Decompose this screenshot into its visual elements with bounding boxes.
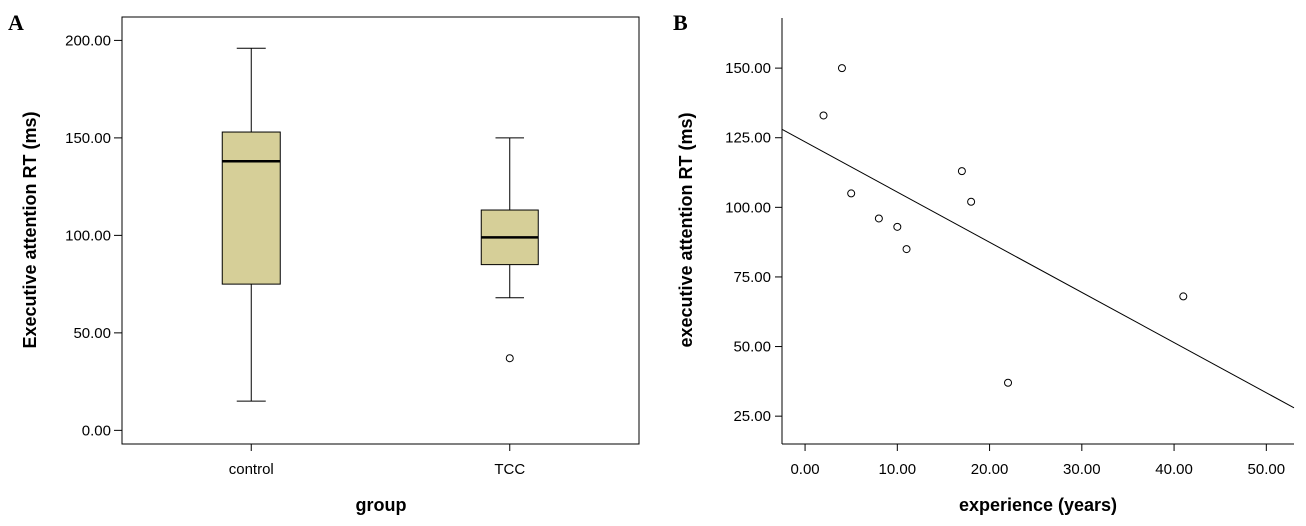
panel-b-x-tick-label: 0.00 bbox=[790, 461, 819, 478]
panel-a-y-tick-label: 0.00 bbox=[82, 422, 111, 439]
panel-a-y-tick-label: 50.00 bbox=[73, 325, 111, 342]
panel-b-y-tick-label: 100.00 bbox=[725, 199, 771, 216]
panel-a-y-axis-title: Executive attention RT (ms) bbox=[20, 111, 40, 348]
panel-a-plot-frame bbox=[121, 16, 640, 445]
panel-b-y-tick-label: 125.00 bbox=[725, 130, 771, 147]
scatter-point bbox=[1179, 292, 1188, 301]
panel-a-y-ticks: 0.00 50.00 100.00 150.00 200.00 bbox=[65, 32, 122, 439]
panel-a-x-ticks: control TCC bbox=[229, 444, 525, 478]
scatter-point bbox=[1004, 378, 1013, 387]
panel-b-y-tick-label: 25.00 bbox=[733, 408, 771, 425]
panel-a-y-tick-label: 150.00 bbox=[65, 130, 111, 147]
panel-b-y-axis-title: executive attention RT (ms) bbox=[676, 112, 696, 347]
box-control bbox=[221, 131, 281, 285]
panel-a-x-tick-label: TCC bbox=[494, 461, 525, 478]
panel-a-x-tick-label: control bbox=[229, 461, 274, 478]
panel-b-x-axis-title: experience (years) bbox=[959, 495, 1117, 515]
panel-b-y-tick-label: 75.00 bbox=[733, 269, 771, 286]
panel-a-x-axis-title: group bbox=[356, 495, 407, 515]
panel-b-x-tick-label: 20.00 bbox=[971, 461, 1009, 478]
panel-b-label: B bbox=[673, 10, 688, 35]
scatter-point bbox=[893, 222, 902, 231]
scatter-point bbox=[847, 189, 856, 198]
outlier-point bbox=[505, 354, 514, 363]
panel-a-y-tick-label: 100.00 bbox=[65, 227, 111, 244]
scatter-point bbox=[957, 167, 966, 176]
panel-a-y-tick-label: 200.00 bbox=[65, 32, 111, 49]
panel-b-y-tick-label: 50.00 bbox=[733, 339, 771, 356]
scatter-point bbox=[967, 197, 976, 206]
panel-b-y-tick-label: 150.00 bbox=[725, 60, 771, 77]
fit-line bbox=[781, 128, 1295, 409]
panel-a-box-plot: A 0.00 50.00 100.00 150.00 200.00 control TCC… bbox=[8, 10, 640, 515]
panel-b-x-tick-label: 10.00 bbox=[879, 461, 917, 478]
panel-b-scatter-plot: B 25.00 50.00 75.00 100.00 125.00 150.00 0.00… bbox=[673, 10, 1295, 515]
panel-a-boxes bbox=[221, 47, 539, 402]
scatter-point bbox=[819, 111, 828, 120]
panel-b-x-tick-label: 50.00 bbox=[1248, 461, 1286, 478]
panel-b-x-ticks: 0.00 10.00 20.00 30.00 40.00 50.00 bbox=[790, 444, 1285, 478]
scatter-point bbox=[837, 64, 846, 73]
panel-b-x-tick-label: 40.00 bbox=[1155, 461, 1193, 478]
panel-b-fit-line-group bbox=[781, 128, 1295, 409]
panel-a-label: A bbox=[8, 10, 24, 35]
panel-b-points bbox=[819, 64, 1188, 387]
scatter-point bbox=[874, 214, 883, 223]
scatter-point bbox=[902, 245, 911, 254]
panel-b-x-tick-label: 30.00 bbox=[1063, 461, 1101, 478]
panel-b-y-ticks: 25.00 50.00 75.00 100.00 125.00 150.00 bbox=[725, 60, 782, 425]
